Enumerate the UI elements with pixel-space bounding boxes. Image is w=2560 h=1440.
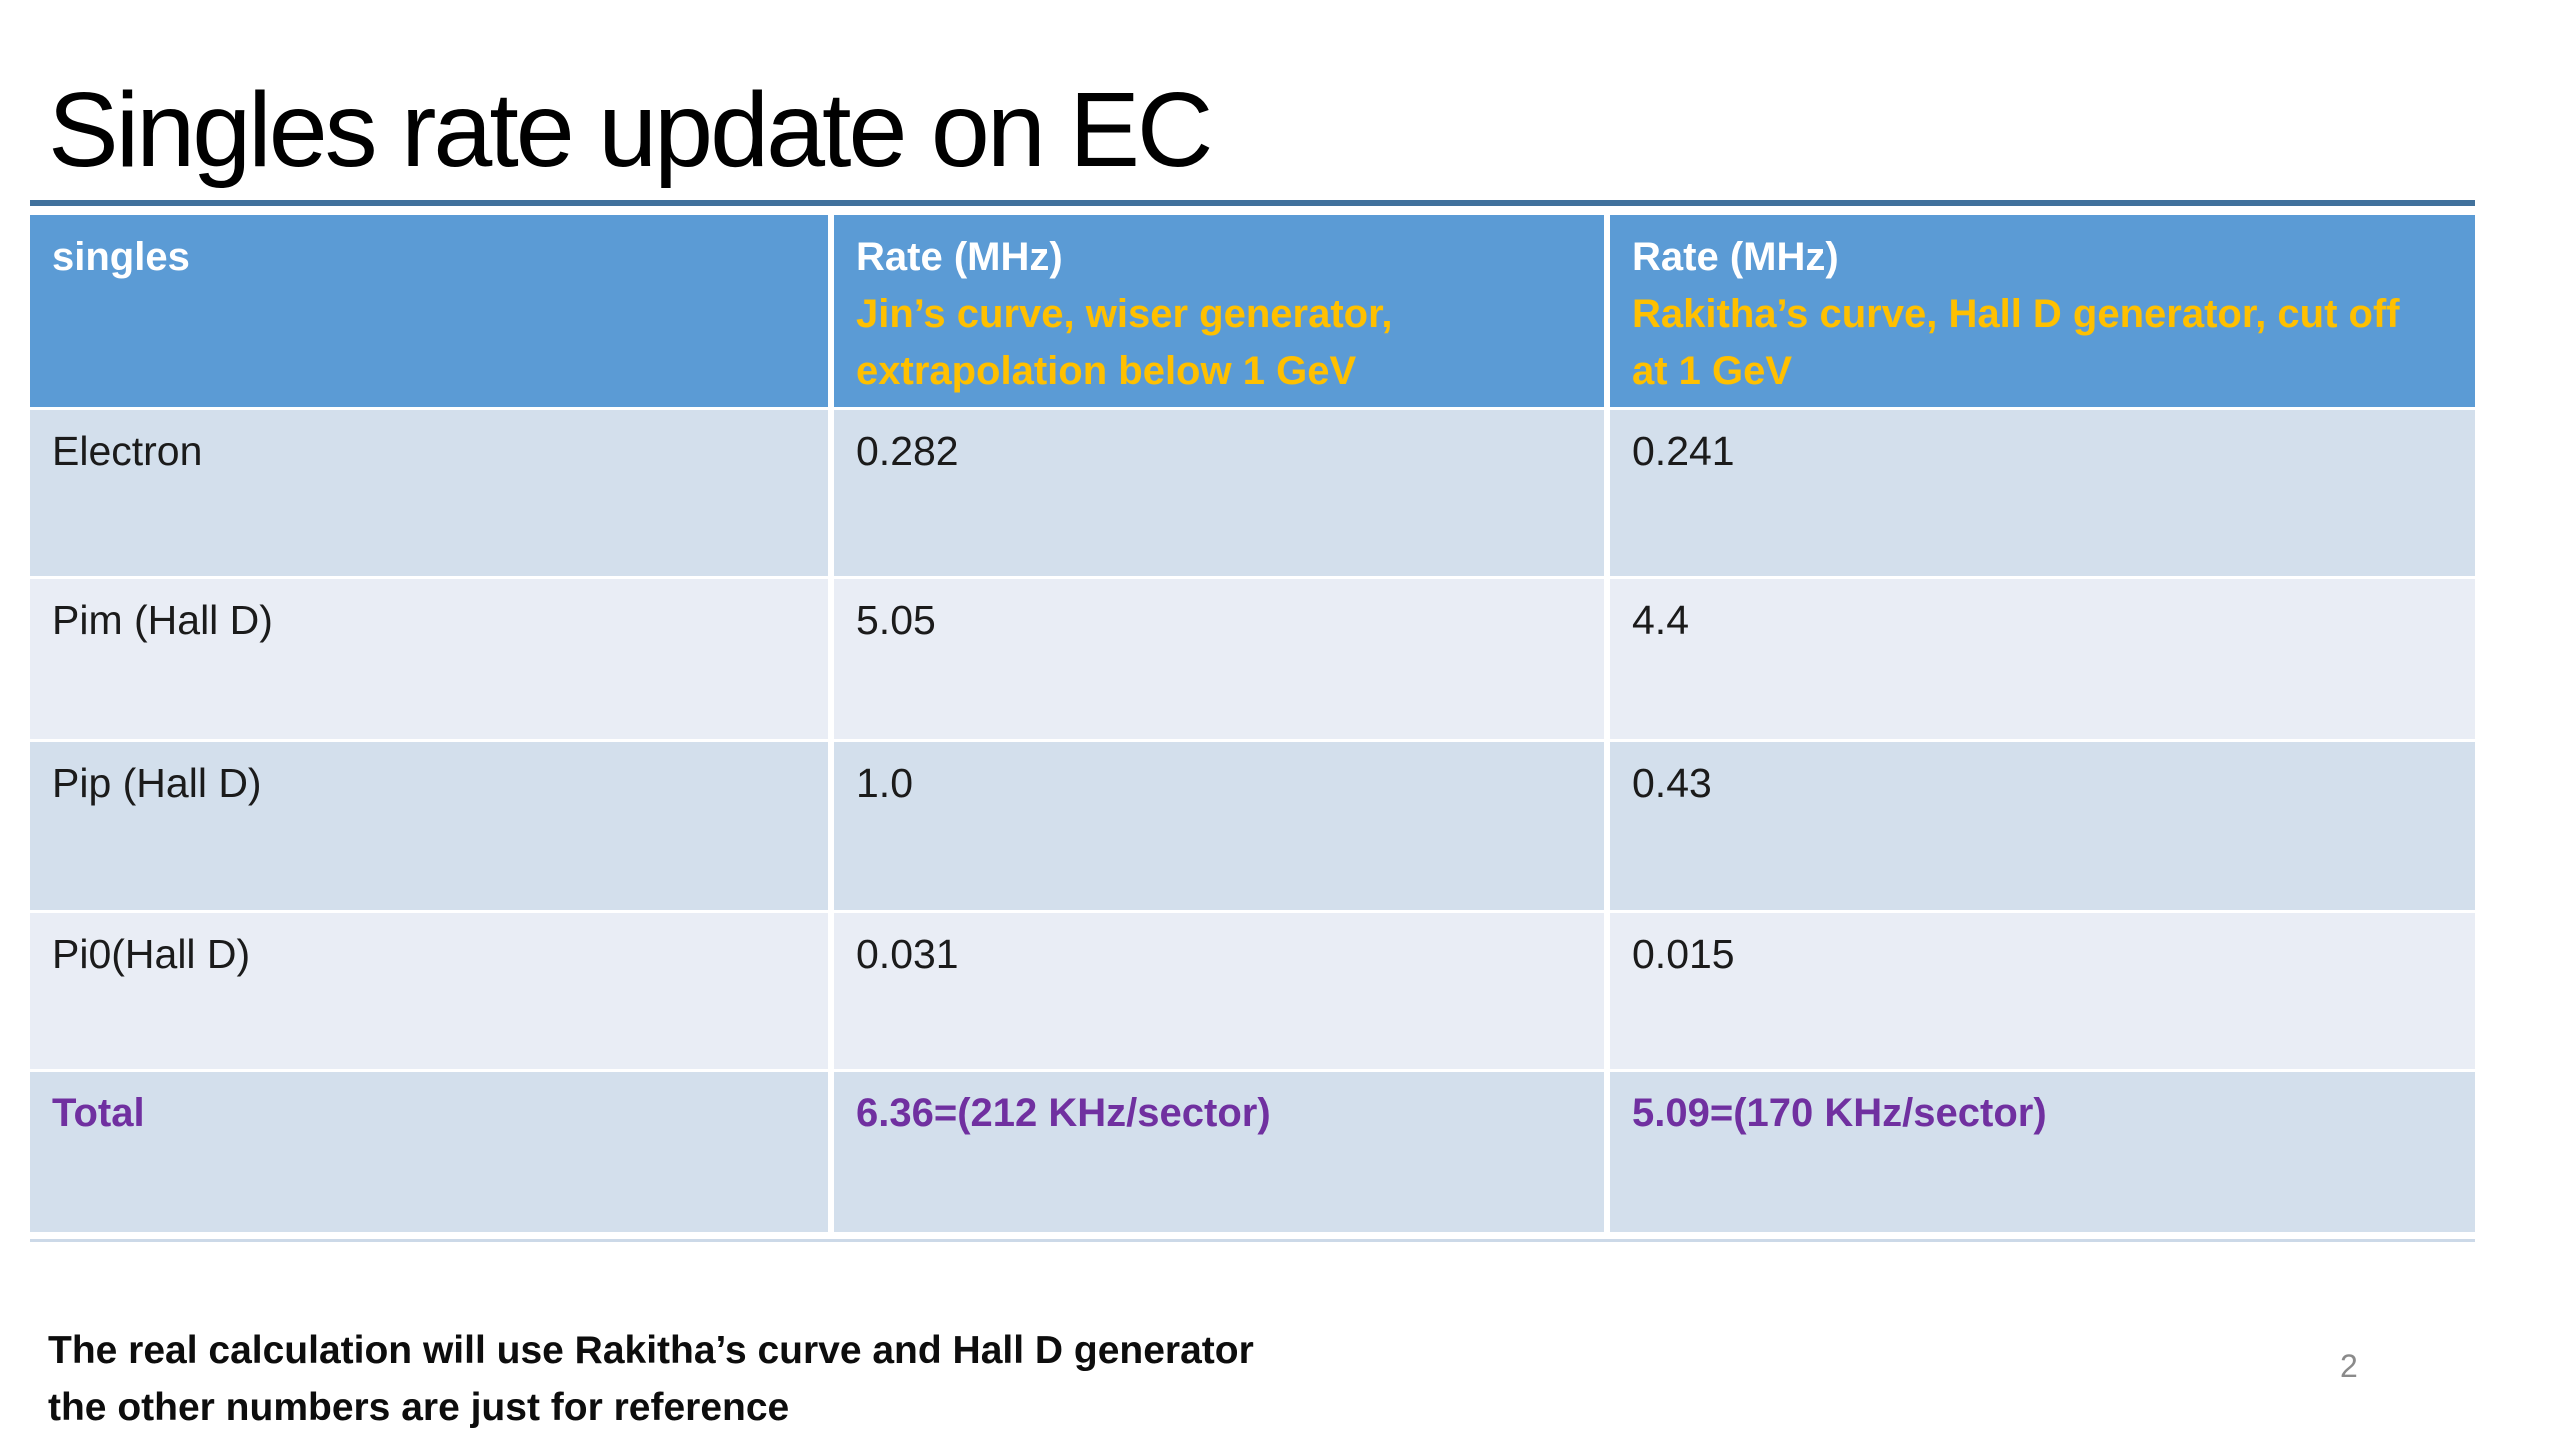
table-cell-rate-jin: 0.282	[834, 410, 1604, 576]
column-header-subtitle-line: Rakitha’s curve, Hall D generator, cut o…	[1632, 292, 2400, 336]
column-header-subtitle-line: extrapolation below 1 GeV	[856, 349, 1357, 393]
table-top-border	[30, 200, 2475, 206]
table-cell-particle: Pi0(Hall D)	[30, 913, 828, 1069]
table-cell-total-label: Total	[30, 1072, 828, 1232]
table-bottom-border	[30, 1239, 2475, 1242]
table-cell-rate-rakitha: 4.4	[1610, 579, 2475, 739]
column-header-singles: singles	[30, 215, 828, 407]
table-cell-rate-jin: 0.031	[834, 913, 1604, 1069]
rates-table: singles Rate (MHz) Jin’s curve, wiser ge…	[30, 200, 2475, 1242]
page-number: 2	[2340, 1348, 2358, 1384]
rates-table-grid: singles Rate (MHz) Jin’s curve, wiser ge…	[30, 215, 2475, 1232]
table-cell-particle: Pim (Hall D)	[30, 579, 828, 739]
footnote-line: The real calculation will use Rakitha’s …	[48, 1329, 1254, 1372]
table-cell-total-jin: 6.36=(212 KHz/sector)	[834, 1072, 1604, 1232]
table-cell-rate-jin: 5.05	[834, 579, 1604, 739]
column-header-title: Rate (MHz)	[1632, 235, 1839, 279]
slide-title: Singles rate update on EC	[48, 71, 1213, 189]
column-header-title: singles	[52, 235, 190, 279]
table-cell-rate-rakitha: 0.241	[1610, 410, 2475, 576]
column-header-jin-rate: Rate (MHz) Jin’s curve, wiser generator,…	[834, 215, 1604, 407]
table-cell-rate-jin: 1.0	[834, 742, 1604, 910]
column-header-rakitha-rate: Rate (MHz) Rakitha’s curve, Hall D gener…	[1610, 215, 2475, 407]
table-cell-rate-rakitha: 0.43	[1610, 742, 2475, 910]
footnote-line: the other numbers are just for reference	[48, 1386, 790, 1429]
column-header-title: Rate (MHz)	[856, 235, 1063, 279]
column-header-subtitle-line: at 1 GeV	[1632, 349, 1793, 393]
table-cell-particle: Pip (Hall D)	[30, 742, 828, 910]
table-cell-particle: Electron	[30, 410, 828, 576]
table-cell-total-rakitha: 5.09=(170 KHz/sector)	[1610, 1072, 2475, 1232]
table-cell-rate-rakitha: 0.015	[1610, 913, 2475, 1069]
footnote: The real calculation will use Rakitha’s …	[48, 1322, 1254, 1436]
column-header-subtitle-line: Jin’s curve, wiser generator,	[856, 292, 1393, 336]
